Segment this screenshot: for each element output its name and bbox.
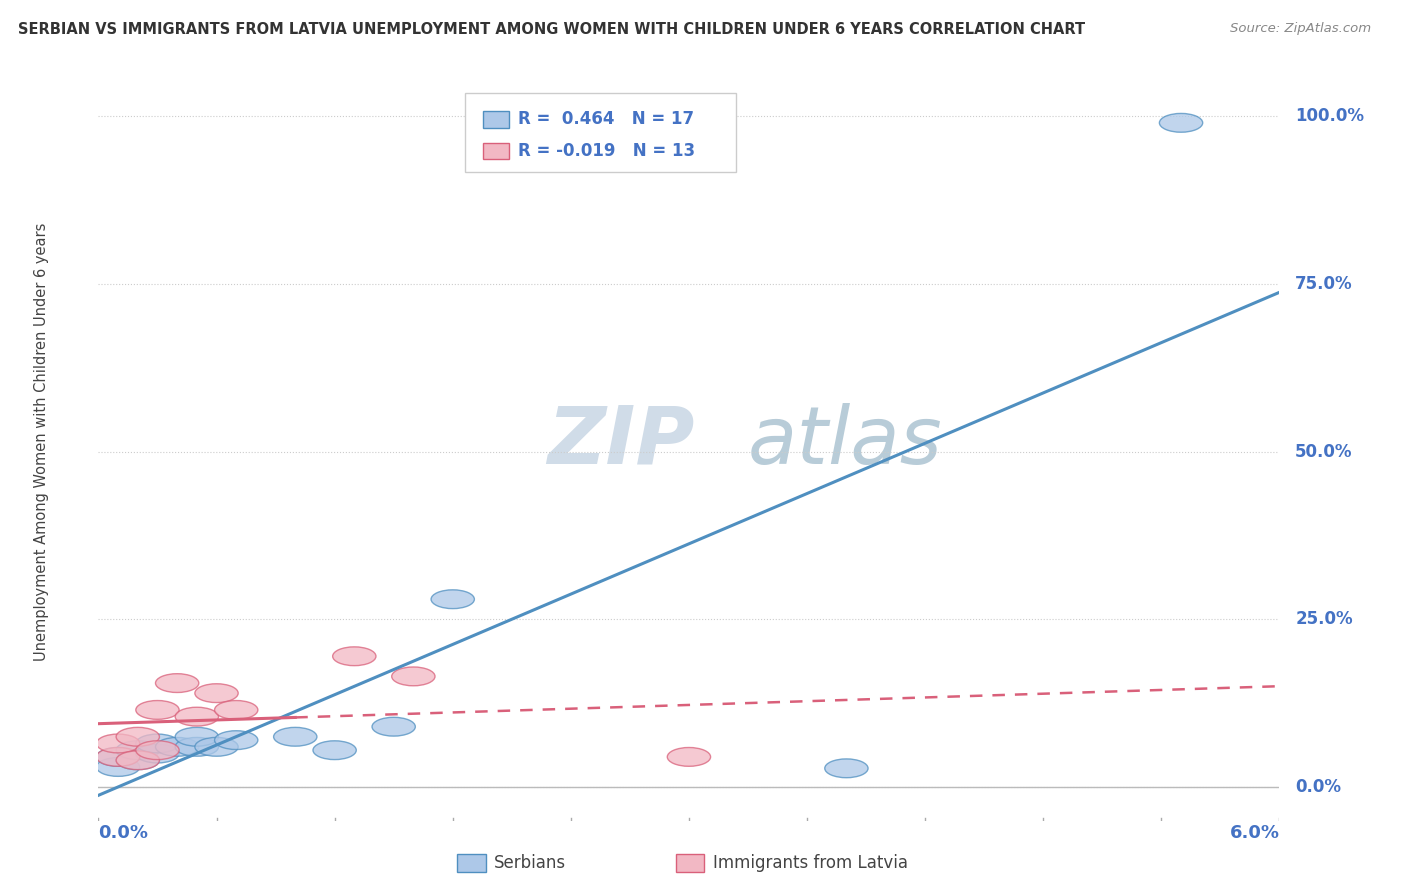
Ellipse shape	[215, 731, 257, 749]
Ellipse shape	[176, 707, 218, 726]
Ellipse shape	[314, 740, 356, 760]
Text: 50.0%: 50.0%	[1295, 442, 1353, 460]
Ellipse shape	[97, 747, 139, 766]
Text: 25.0%: 25.0%	[1295, 610, 1353, 628]
Ellipse shape	[156, 738, 198, 756]
Text: Immigrants from Latvia: Immigrants from Latvia	[713, 855, 907, 872]
Text: 0.0%: 0.0%	[98, 824, 149, 842]
Ellipse shape	[156, 673, 198, 692]
Text: 75.0%: 75.0%	[1295, 275, 1353, 293]
Text: Source: ZipAtlas.com: Source: ZipAtlas.com	[1230, 22, 1371, 36]
FancyBboxPatch shape	[676, 854, 704, 872]
FancyBboxPatch shape	[457, 854, 486, 872]
Text: 6.0%: 6.0%	[1229, 824, 1279, 842]
FancyBboxPatch shape	[484, 111, 509, 128]
Ellipse shape	[432, 590, 474, 608]
Text: ZIP: ZIP	[547, 402, 695, 481]
Ellipse shape	[117, 751, 159, 770]
Text: SERBIAN VS IMMIGRANTS FROM LATVIA UNEMPLOYMENT AMONG WOMEN WITH CHILDREN UNDER 6: SERBIAN VS IMMIGRANTS FROM LATVIA UNEMPL…	[18, 22, 1085, 37]
Ellipse shape	[176, 727, 218, 747]
Ellipse shape	[825, 759, 868, 778]
Ellipse shape	[195, 738, 238, 756]
Ellipse shape	[136, 700, 179, 719]
FancyBboxPatch shape	[464, 93, 737, 172]
Ellipse shape	[195, 684, 238, 703]
FancyBboxPatch shape	[484, 143, 509, 160]
Ellipse shape	[97, 747, 139, 766]
Ellipse shape	[333, 647, 375, 665]
Text: R = -0.019   N = 13: R = -0.019 N = 13	[517, 142, 695, 161]
Ellipse shape	[176, 738, 218, 756]
Text: Unemployment Among Women with Children Under 6 years: Unemployment Among Women with Children U…	[34, 222, 49, 661]
Ellipse shape	[117, 751, 159, 770]
Ellipse shape	[373, 717, 415, 736]
Ellipse shape	[136, 740, 179, 760]
Ellipse shape	[215, 700, 257, 719]
Text: 0.0%: 0.0%	[1295, 778, 1341, 796]
Text: R =  0.464   N = 17: R = 0.464 N = 17	[517, 111, 693, 128]
Ellipse shape	[136, 734, 179, 753]
Ellipse shape	[97, 757, 139, 776]
Ellipse shape	[117, 740, 159, 760]
Text: 100.0%: 100.0%	[1295, 107, 1364, 125]
Ellipse shape	[1160, 113, 1202, 132]
Text: Serbians: Serbians	[494, 855, 567, 872]
Ellipse shape	[274, 727, 316, 747]
Text: atlas: atlas	[748, 402, 943, 481]
Ellipse shape	[392, 667, 434, 686]
Ellipse shape	[136, 744, 179, 763]
Ellipse shape	[668, 747, 710, 766]
Ellipse shape	[117, 727, 159, 747]
Ellipse shape	[97, 734, 139, 753]
